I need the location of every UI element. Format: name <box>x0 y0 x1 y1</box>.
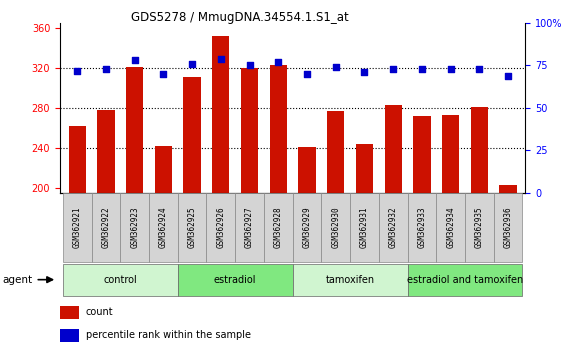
Point <box>187 61 196 67</box>
Text: control: control <box>103 275 137 285</box>
Bar <box>384 105 402 193</box>
Bar <box>212 36 230 193</box>
Bar <box>471 107 488 193</box>
Text: agent: agent <box>3 275 33 285</box>
Bar <box>97 110 115 193</box>
Bar <box>350 193 379 262</box>
Bar <box>327 111 344 193</box>
Text: GSM362935: GSM362935 <box>475 207 484 248</box>
Bar <box>126 67 143 193</box>
Text: GSM362925: GSM362925 <box>188 207 196 248</box>
Text: GSM362934: GSM362934 <box>446 207 455 248</box>
Text: GSM362927: GSM362927 <box>245 207 254 248</box>
Bar <box>292 264 408 296</box>
Point <box>274 59 283 65</box>
Point <box>331 64 340 70</box>
Bar <box>120 193 149 262</box>
Text: estradiol: estradiol <box>214 275 256 285</box>
Bar <box>500 185 517 193</box>
Bar <box>241 68 258 193</box>
Bar <box>63 264 178 296</box>
Bar <box>155 146 172 193</box>
Point <box>446 66 455 72</box>
Text: GSM362921: GSM362921 <box>73 207 82 248</box>
Bar <box>69 126 86 193</box>
Bar <box>321 193 350 262</box>
Bar <box>494 193 522 262</box>
Bar <box>178 193 207 262</box>
Text: GSM362930: GSM362930 <box>331 207 340 248</box>
Bar <box>264 193 292 262</box>
Point <box>303 71 312 77</box>
Bar <box>63 193 91 262</box>
Bar <box>413 116 431 193</box>
Bar <box>60 329 79 342</box>
Point <box>360 69 369 75</box>
Bar <box>149 193 178 262</box>
Bar <box>299 147 316 193</box>
Text: GSM362923: GSM362923 <box>130 207 139 248</box>
Text: GSM362924: GSM362924 <box>159 207 168 248</box>
Text: GSM362928: GSM362928 <box>274 207 283 248</box>
Bar <box>292 193 321 262</box>
Bar <box>356 144 373 193</box>
Text: GSM362922: GSM362922 <box>102 207 110 248</box>
Text: GSM362926: GSM362926 <box>216 207 226 248</box>
Point <box>475 66 484 72</box>
Text: GSM362929: GSM362929 <box>303 207 312 248</box>
Bar <box>436 193 465 262</box>
Bar <box>207 193 235 262</box>
Point <box>130 58 139 63</box>
Text: estradiol and tamoxifen: estradiol and tamoxifen <box>407 275 523 285</box>
Point <box>216 56 226 62</box>
Text: GSM362932: GSM362932 <box>389 207 397 248</box>
Bar <box>465 193 494 262</box>
Point <box>159 71 168 77</box>
Bar <box>442 115 459 193</box>
Text: tamoxifen: tamoxifen <box>325 275 375 285</box>
Bar <box>91 193 120 262</box>
Text: GDS5278 / MmugDNA.34554.1.S1_at: GDS5278 / MmugDNA.34554.1.S1_at <box>131 11 349 24</box>
Bar <box>60 306 79 319</box>
Text: GSM362931: GSM362931 <box>360 207 369 248</box>
Bar <box>270 65 287 193</box>
Point <box>245 63 254 68</box>
Text: GSM362936: GSM362936 <box>504 207 513 248</box>
Text: count: count <box>86 307 113 318</box>
Text: percentile rank within the sample: percentile rank within the sample <box>86 330 251 341</box>
Bar <box>379 193 408 262</box>
Text: GSM362933: GSM362933 <box>417 207 427 248</box>
Bar <box>235 193 264 262</box>
Point <box>389 66 398 72</box>
Point <box>504 73 513 79</box>
Point <box>417 66 427 72</box>
Bar <box>408 264 522 296</box>
Bar <box>408 193 436 262</box>
Bar <box>178 264 292 296</box>
Point <box>101 66 110 72</box>
Bar <box>183 77 201 193</box>
Point <box>73 68 82 73</box>
